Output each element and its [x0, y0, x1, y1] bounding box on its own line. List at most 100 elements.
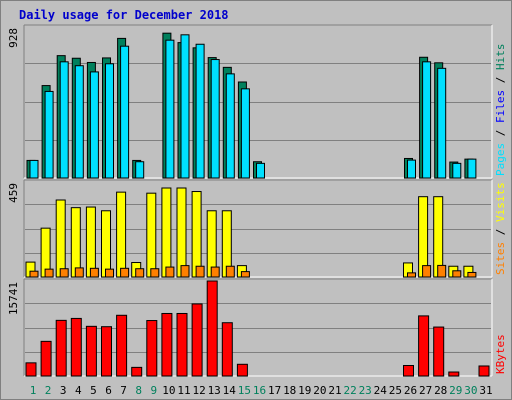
x-tick-label: 31 [479, 384, 492, 397]
x-tick-label: 12 [192, 384, 205, 397]
files-bar [422, 61, 432, 179]
x-tick-label: 17 [268, 384, 281, 397]
files-bar [256, 162, 265, 179]
chart-title: Daily usage for December 2018 [19, 8, 229, 22]
sites-bar [59, 268, 69, 278]
files-bar [210, 59, 220, 179]
x-tick-label: 21 [328, 384, 341, 397]
visits-bar [146, 192, 157, 278]
kbytes-bar [25, 362, 37, 377]
legend-entry-sites: Sites [494, 242, 507, 275]
legend-entry-files: Files [494, 90, 507, 123]
files-bar [165, 39, 175, 179]
kbytes-bar [448, 371, 460, 377]
x-tick-label: 22 [343, 384, 356, 397]
kbytes-bar [221, 322, 233, 377]
sites-bar [105, 268, 114, 278]
files-bar [74, 65, 84, 179]
sites-bar [165, 266, 175, 278]
files-bar [195, 43, 205, 179]
visits-bar [85, 206, 96, 278]
x-tick-label: 24 [374, 384, 388, 397]
x-tick-label: 28 [434, 384, 447, 397]
x-tick-label: 19 [298, 384, 311, 397]
x-tick-label: 14 [223, 384, 237, 397]
kbytes-bar [101, 326, 112, 377]
sites-bar [120, 267, 130, 278]
x-tick-label: 7 [120, 384, 127, 397]
visits-bar [176, 187, 187, 278]
x-tick-label: 29 [449, 384, 462, 397]
visits-bar [191, 191, 202, 278]
files-bar [120, 45, 130, 179]
files-bar [59, 61, 69, 179]
sites-bar [240, 271, 250, 278]
kbytes-bar [191, 303, 203, 377]
x-tick-label: 20 [313, 384, 326, 397]
sites-bar [74, 267, 84, 278]
y-axis-max-label: 928 [7, 28, 20, 48]
files-bar [225, 73, 235, 179]
kbytes-bar [146, 320, 158, 377]
kbytes-bar [70, 317, 82, 377]
visits-bar [101, 210, 111, 278]
visits-bar [116, 191, 127, 278]
x-tick-label: 11 [177, 384, 190, 397]
files-bar [105, 63, 114, 179]
files-bar [407, 159, 416, 179]
kbytes-bar [433, 326, 445, 377]
files-bar [467, 158, 477, 179]
x-tick-label: 2 [45, 384, 52, 397]
legend: Pages / Files / Hits [494, 44, 507, 177]
sites-bar [452, 270, 462, 278]
legend: Sites / Visits [494, 182, 507, 275]
visits-bar [70, 207, 81, 278]
sites-bar [467, 271, 477, 278]
sites-bar [150, 268, 160, 278]
sites-bar [422, 265, 432, 278]
files-bar [29, 159, 39, 179]
files-bar [180, 34, 190, 179]
x-tick-label: 23 [359, 384, 372, 397]
legend-entry-kbytes: KBytes [494, 334, 507, 374]
kbytes-bar [116, 314, 128, 377]
files-bar [437, 67, 447, 179]
x-tick-label: 1 [30, 384, 37, 397]
kbytes-bar [55, 319, 67, 377]
x-tick-label: 9 [150, 384, 157, 397]
files-bar [89, 71, 99, 179]
x-tick-label: 13 [208, 384, 221, 397]
x-tick-label: 6 [105, 384, 112, 397]
kbytes-bar [206, 280, 218, 377]
files-bar [44, 90, 54, 179]
kbytes-bar [85, 325, 97, 377]
sites-bar [210, 266, 220, 278]
x-tick-label: 3 [60, 384, 67, 397]
sites-bar [180, 265, 190, 278]
y-axis-max-label: 15741 [7, 282, 20, 315]
kbytes-bar [131, 366, 143, 377]
visits-bar [161, 187, 172, 278]
sites-bar [407, 272, 416, 278]
legend-entry-pages: Pages [494, 143, 507, 176]
sites-bar [29, 270, 39, 278]
x-tick-label: 4 [75, 384, 82, 397]
kbytes-bar [236, 363, 248, 377]
x-tick-label: 10 [162, 384, 175, 397]
legend: KBytes [494, 334, 507, 374]
legend-separator: / [494, 70, 507, 90]
x-tick-label: 8 [135, 384, 142, 397]
sites-bar [44, 268, 54, 278]
sites-bar [225, 265, 235, 278]
kbytes-bar [403, 364, 414, 377]
x-tick-label: 27 [419, 384, 432, 397]
x-tick-label: 25 [389, 384, 402, 397]
sites-bar [437, 264, 447, 278]
visits-bar [55, 199, 66, 278]
kbytes-bar [40, 340, 52, 377]
kbytes-bar [418, 315, 430, 377]
legend-separator: / [494, 222, 507, 242]
kbytes-bar [176, 312, 188, 377]
legend-entry-hits: Hits [494, 44, 507, 71]
